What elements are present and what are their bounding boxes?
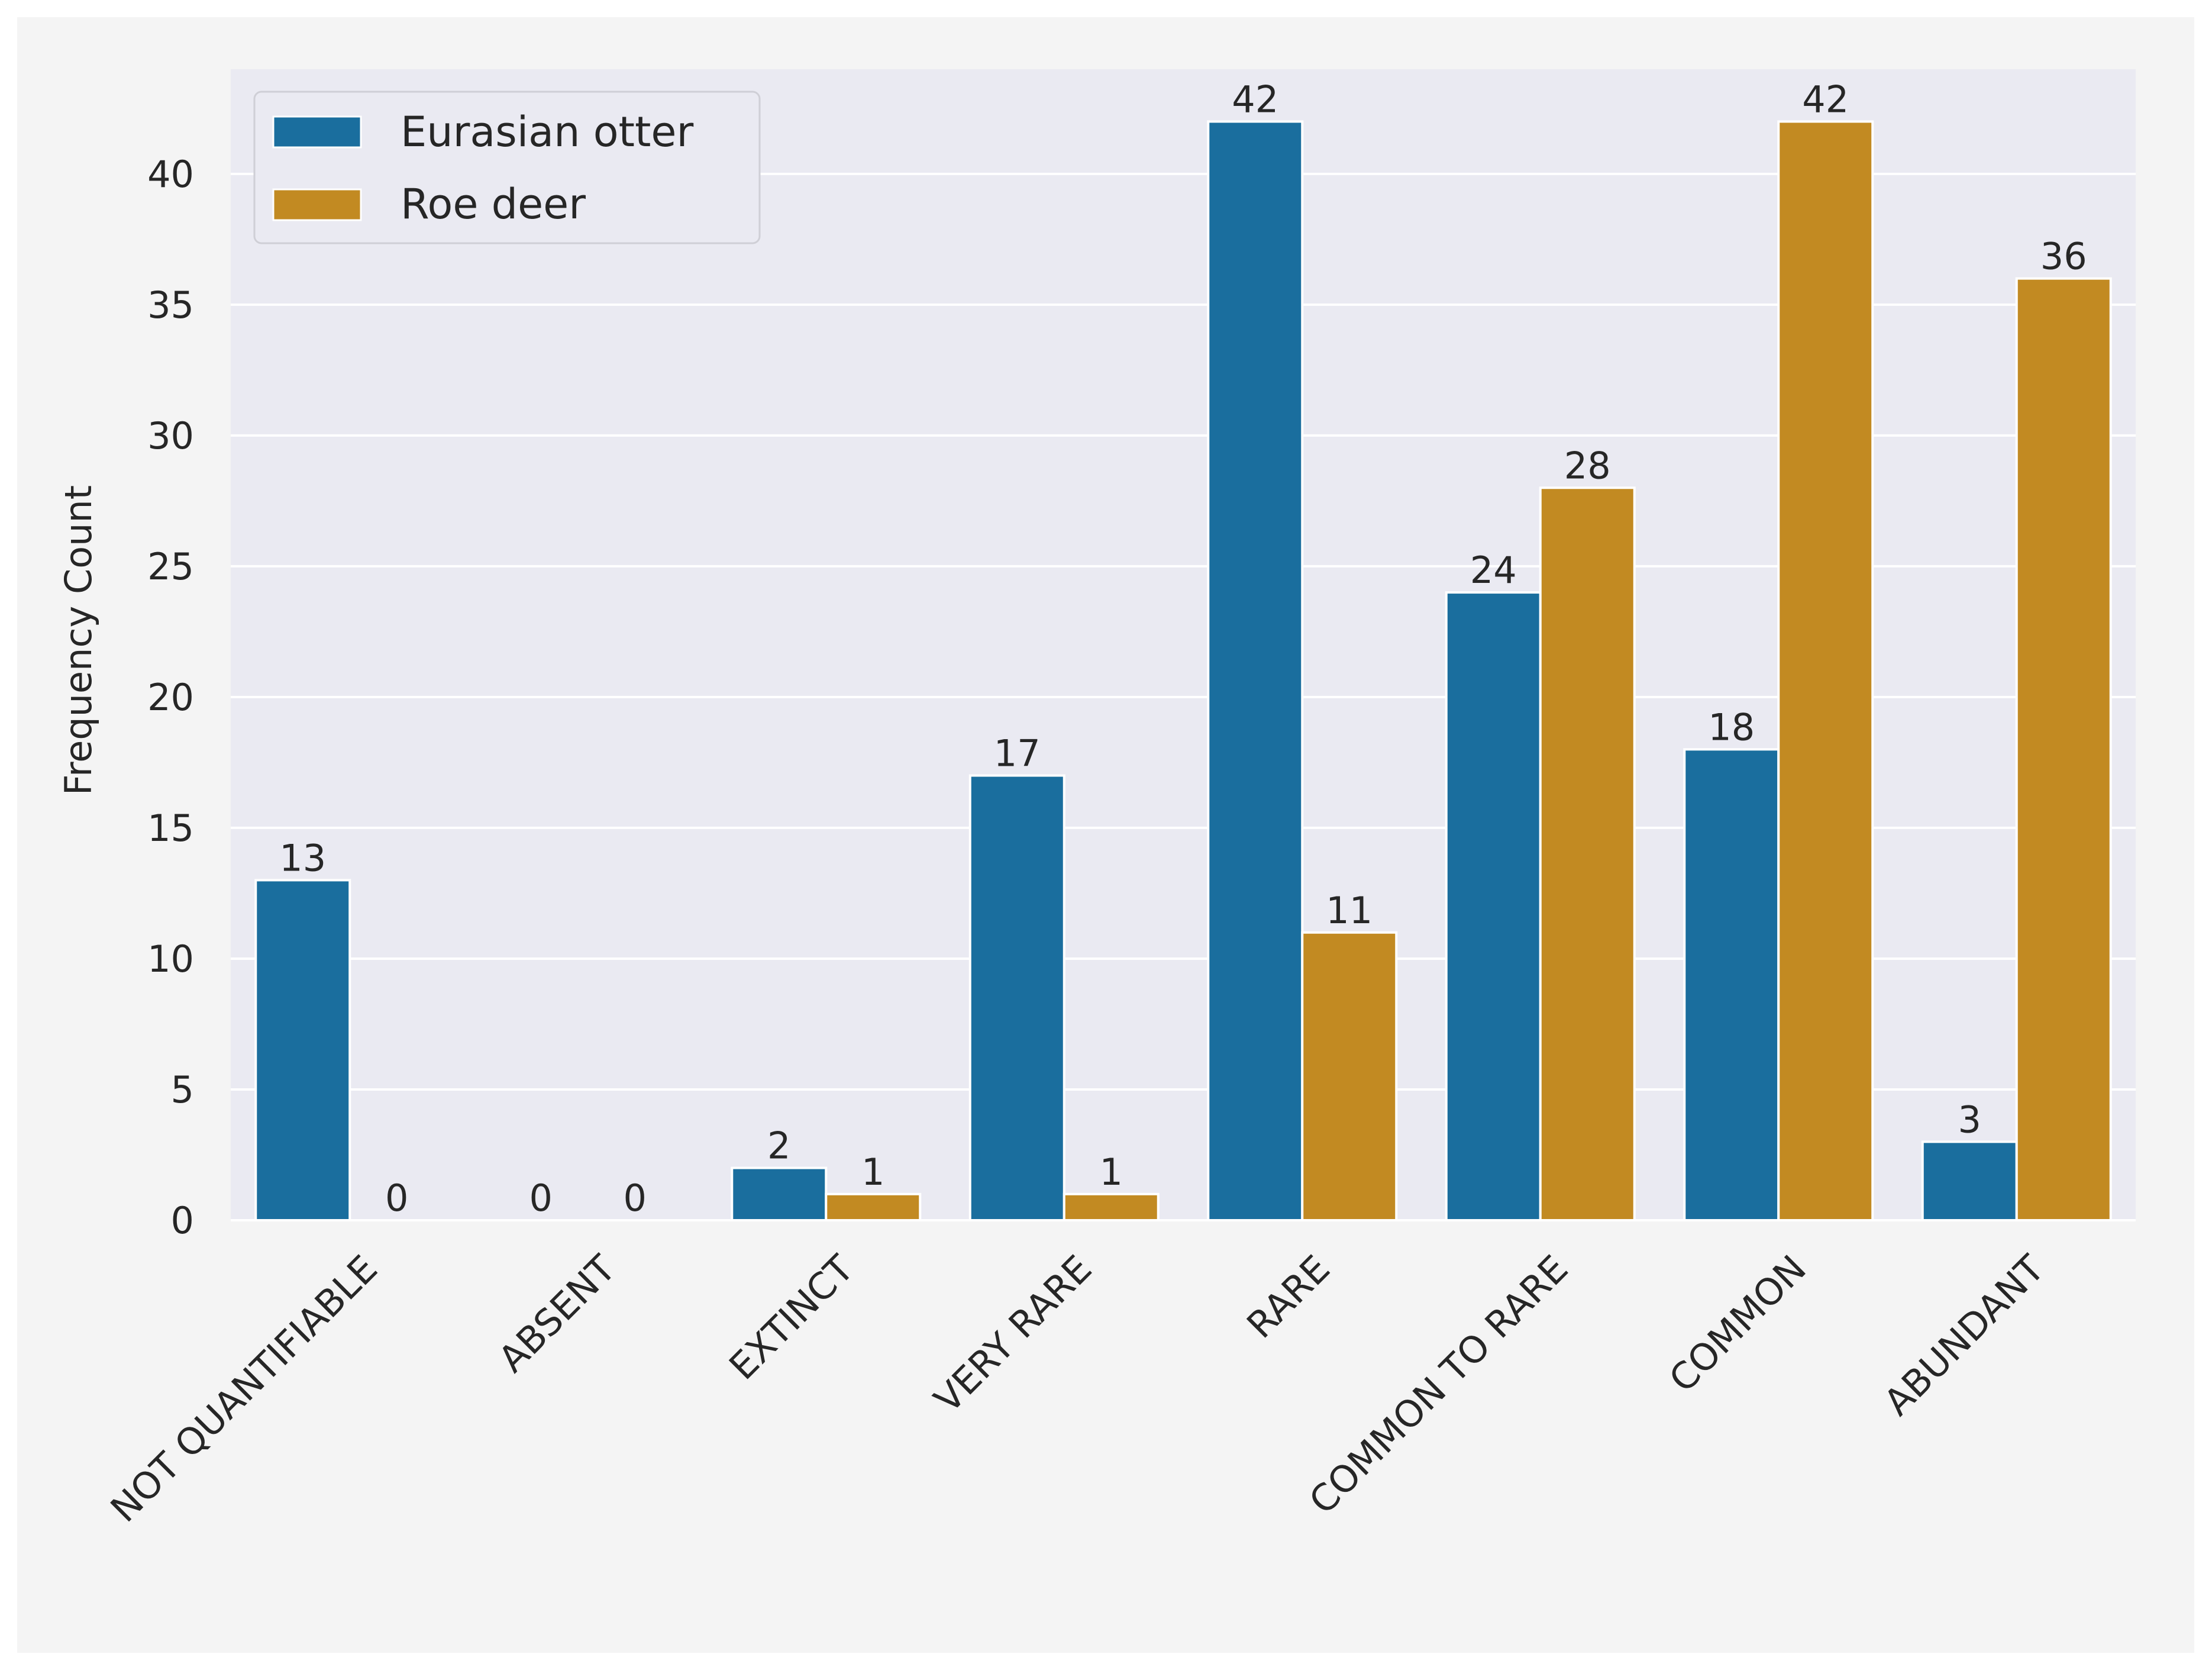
y-tick-label-20: 20 <box>147 676 194 719</box>
x-axis-ticks: NOT QUANTIFIABLE ABSENT EXTINCT VERY RARE RA… <box>102 1246 2053 1530</box>
legend-label-eurasian-otter: Eurasian otter <box>401 108 693 156</box>
data-label-roe-deer-extinct: 1 <box>861 1150 884 1194</box>
data-label-roe-deer-not-quantifiable: 0 <box>385 1176 408 1220</box>
bar-eurasian-otter-rare <box>1207 120 1304 1222</box>
data-label-eurasian-otter-common: 18 <box>1708 705 1755 749</box>
data-label-roe-deer-common: 42 <box>1802 78 1849 121</box>
x-tick-label-very-rare: VERY RARE <box>926 1247 1100 1421</box>
data-label-roe-deer-abundant: 36 <box>2040 235 2087 278</box>
data-label-eurasian-otter-common-to-rare: 24 <box>1470 549 1517 592</box>
x-tick-label-common-to-rare: COMMON TO RARE <box>1301 1247 1577 1523</box>
bar-eurasian-otter-abundant <box>1921 1140 2018 1221</box>
data-label-eurasian-otter-rare: 42 <box>1232 78 1278 121</box>
data-label-eurasian-otter-very-rare: 17 <box>994 732 1041 775</box>
data-label-eurasian-otter-absent: 0 <box>529 1176 553 1220</box>
data-label-eurasian-otter-extinct: 2 <box>767 1124 790 1168</box>
bar-roe-deer-rare <box>1301 931 1398 1221</box>
bar-roe-deer-very-rare <box>1063 1192 1160 1221</box>
y-tick-label-5: 5 <box>171 1068 194 1111</box>
x-tick-label-common: COMMON <box>1661 1247 1814 1401</box>
legend-box <box>253 91 761 244</box>
bar-eurasian-otter-common <box>1683 748 1780 1222</box>
data-label-roe-deer-very-rare: 1 <box>1100 1150 1123 1194</box>
bar-eurasian-otter-common-to-rare <box>1445 591 1542 1221</box>
bar-roe-deer-extinct <box>825 1192 922 1221</box>
y-tick-label-15: 15 <box>147 807 194 850</box>
bar-roe-deer-common-to-rare <box>1539 486 1636 1221</box>
y-tick-label-25: 25 <box>147 545 194 588</box>
x-tick-label-absent: ABSENT <box>490 1246 624 1381</box>
legend-swatch-roe-deer <box>272 188 362 221</box>
data-label-roe-deer-absent: 0 <box>624 1176 647 1220</box>
y-tick-label-30: 30 <box>147 414 194 457</box>
y-tick-label-40: 40 <box>147 153 194 196</box>
y-axis-title: Frequency Count <box>57 485 100 795</box>
bar-roe-deer-common <box>1777 120 1874 1222</box>
data-label-roe-deer-rare: 11 <box>1326 889 1373 932</box>
bar-eurasian-otter-very-rare <box>968 774 1065 1221</box>
bar-eurasian-otter-extinct <box>731 1166 828 1222</box>
figure: 13 0 0 2 1 17 1 42 11 24 28 18 42 3 36 0 0 5 10 15 20 25 30 35… <box>17 17 2194 1653</box>
y-tick-label-35: 35 <box>147 283 194 327</box>
y-tick-label-10: 10 <box>147 937 194 981</box>
y-axis-ticks: 0 5 10 15 20 25 30 35 40 <box>147 153 194 1242</box>
bar-chart: 13 0 0 2 1 17 1 42 11 24 28 18 42 3 36 0 0 5 10 15 20 25 30 35… <box>57 69 2136 1530</box>
x-tick-label-extinct: EXTINCT <box>721 1246 862 1388</box>
x-tick-label-not-quantifiable: NOT QUANTIFIABLE <box>102 1247 386 1530</box>
x-tick-label-abundant: ABUNDANT <box>1875 1246 2053 1424</box>
y-tick-label-0: 0 <box>171 1199 194 1242</box>
x-tick-label-rare: RARE <box>1238 1247 1338 1346</box>
data-label-eurasian-otter-abundant: 3 <box>1958 1098 1981 1141</box>
legend: Eurasian otter Roe deer <box>253 91 761 244</box>
bars <box>254 120 2112 1222</box>
data-label-roe-deer-common-to-rare: 28 <box>1564 444 1611 487</box>
bar-roe-deer-abundant <box>2015 277 2112 1221</box>
bar-eurasian-otter-not-quantifiable <box>254 879 351 1222</box>
data-labels: 13 0 0 2 1 17 1 42 11 24 28 18 42 3 36 0 <box>279 78 2087 1220</box>
legend-swatch-eurasian-otter <box>272 115 362 149</box>
legend-label-roe-deer: Roe deer <box>401 180 586 228</box>
data-label-eurasian-otter-not-quantifiable: 13 <box>279 836 326 879</box>
